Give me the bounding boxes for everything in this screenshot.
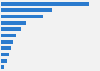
- Bar: [1, 40, 13, 44]
- Bar: [1, 59, 7, 63]
- Bar: [1, 15, 44, 18]
- Bar: [1, 34, 16, 37]
- Bar: [1, 65, 4, 69]
- Bar: [1, 46, 11, 50]
- Bar: [1, 53, 9, 56]
- Bar: [1, 27, 21, 31]
- Bar: [1, 21, 26, 25]
- Bar: [1, 2, 89, 6]
- Bar: [1, 8, 52, 12]
